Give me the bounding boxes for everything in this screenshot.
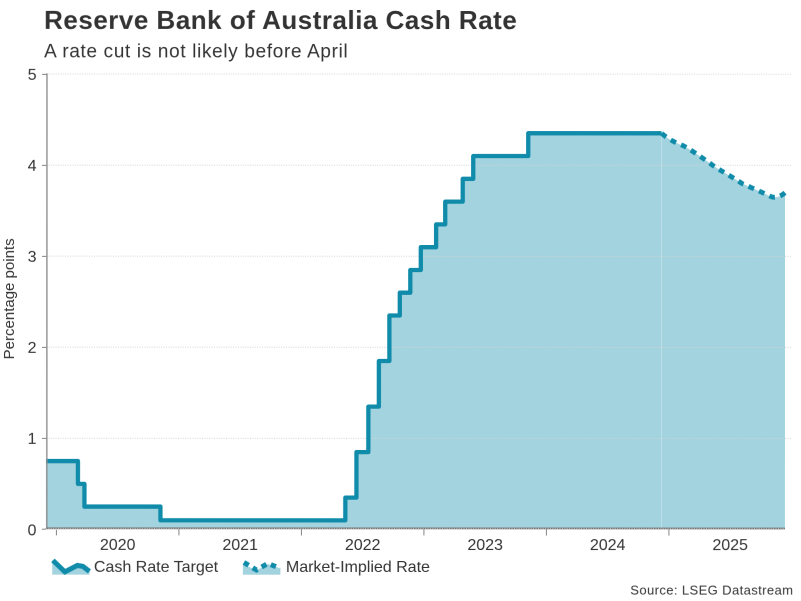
svg-text:2025: 2025 (712, 537, 748, 554)
svg-text:2024: 2024 (590, 537, 626, 554)
svg-text:2020: 2020 (100, 537, 136, 554)
svg-text:A rate cut is not likely befor: A rate cut is not likely before April (44, 41, 348, 62)
svg-text:Reserve Bank of Australia Cash: Reserve Bank of Australia Cash Rate (44, 5, 517, 35)
svg-text:Source: LSEG Datastream: Source: LSEG Datastream (630, 583, 793, 598)
svg-text:Percentage points: Percentage points (1, 238, 18, 359)
svg-text:2021: 2021 (222, 537, 258, 554)
svg-text:0: 0 (28, 522, 37, 539)
svg-text:4: 4 (28, 158, 37, 175)
svg-text:5: 5 (28, 67, 37, 84)
svg-text:1: 1 (28, 431, 37, 448)
svg-text:2022: 2022 (345, 537, 381, 554)
svg-text:2023: 2023 (467, 537, 503, 554)
svg-text:Market-Implied Rate: Market-Implied Rate (286, 559, 430, 576)
svg-text:3: 3 (28, 249, 37, 266)
svg-text:Cash Rate Target: Cash Rate Target (94, 559, 219, 576)
svg-text:2: 2 (28, 340, 37, 357)
